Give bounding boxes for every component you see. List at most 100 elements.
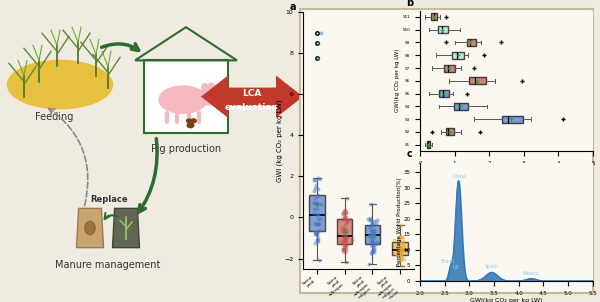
Point — [310, 240, 320, 245]
Point — [368, 245, 378, 249]
Point — [395, 251, 404, 255]
Text: Replace: Replace — [91, 195, 128, 204]
Point — [311, 177, 320, 182]
Point — [394, 236, 404, 241]
Point — [340, 226, 349, 231]
Ellipse shape — [199, 88, 218, 105]
Point — [310, 206, 319, 211]
Point — [309, 200, 319, 205]
X-axis label: GWI(kg CO₂ per kg LW): GWI(kg CO₂ per kg LW) — [470, 298, 542, 302]
Point — [395, 234, 404, 239]
Point — [389, 238, 398, 243]
Text: Brazil: Brazil — [441, 259, 455, 264]
Point — [393, 246, 403, 250]
Point — [338, 233, 348, 238]
Point — [316, 176, 325, 181]
Point — [367, 222, 376, 227]
Point — [395, 246, 405, 251]
Point — [367, 249, 377, 254]
Point — [369, 246, 379, 251]
FancyBboxPatch shape — [144, 60, 228, 133]
Point — [366, 236, 376, 241]
Ellipse shape — [85, 221, 95, 235]
Point — [316, 30, 325, 35]
Point — [367, 218, 376, 223]
Ellipse shape — [187, 123, 194, 128]
Point — [369, 249, 379, 254]
Point — [340, 208, 349, 213]
Point — [364, 224, 374, 229]
Point — [364, 217, 373, 221]
Point — [371, 221, 380, 226]
Point — [313, 228, 323, 233]
Point — [368, 248, 377, 252]
Point — [369, 247, 379, 252]
Point — [392, 250, 402, 255]
Point — [397, 248, 407, 253]
Point — [314, 222, 324, 227]
Point — [394, 255, 404, 260]
Point — [313, 237, 322, 242]
PathPatch shape — [439, 90, 449, 97]
Point — [394, 252, 403, 257]
PathPatch shape — [427, 141, 430, 148]
Point — [394, 252, 404, 257]
Point — [372, 240, 382, 245]
Point — [398, 238, 407, 243]
Point — [367, 227, 376, 232]
Point — [342, 195, 352, 200]
Text: China: China — [452, 174, 466, 178]
Point — [367, 227, 376, 232]
Text: Pig production: Pig production — [151, 144, 221, 154]
Point — [396, 252, 406, 257]
Point — [396, 248, 406, 253]
Point — [341, 227, 351, 232]
Polygon shape — [201, 76, 303, 118]
Point — [313, 235, 323, 240]
Point — [369, 223, 379, 227]
Y-axis label: Percentage World Production(%): Percentage World Production(%) — [397, 178, 402, 266]
Point — [337, 226, 347, 231]
Point — [343, 242, 352, 247]
Point — [315, 216, 325, 221]
Ellipse shape — [159, 86, 207, 113]
PathPatch shape — [431, 14, 437, 21]
Point — [395, 258, 404, 263]
Point — [341, 250, 350, 255]
PathPatch shape — [337, 219, 352, 244]
Point — [340, 217, 350, 221]
Point — [392, 253, 402, 258]
PathPatch shape — [445, 65, 455, 72]
Point — [313, 239, 322, 243]
Point — [365, 216, 375, 220]
Point — [310, 231, 320, 236]
Point — [311, 229, 321, 234]
Text: Feeding: Feeding — [35, 112, 73, 122]
Point — [311, 230, 320, 234]
Point — [341, 209, 350, 214]
Point — [341, 238, 350, 243]
Point — [396, 250, 406, 255]
Point — [340, 238, 350, 243]
Point — [367, 202, 376, 207]
Ellipse shape — [187, 119, 191, 123]
Point — [312, 238, 322, 243]
Point — [340, 207, 350, 212]
Point — [394, 240, 404, 245]
Point — [370, 231, 379, 236]
Point — [310, 188, 319, 193]
Ellipse shape — [7, 60, 113, 109]
Point — [366, 251, 376, 256]
Point — [397, 222, 406, 227]
Point — [365, 217, 375, 222]
Point — [313, 222, 322, 227]
Point — [313, 230, 322, 235]
Point — [394, 252, 404, 257]
Polygon shape — [77, 208, 104, 248]
Point — [313, 212, 322, 217]
Point — [313, 232, 322, 237]
Point — [313, 176, 323, 181]
Point — [314, 212, 323, 217]
Point — [341, 245, 350, 250]
Point — [311, 183, 320, 188]
